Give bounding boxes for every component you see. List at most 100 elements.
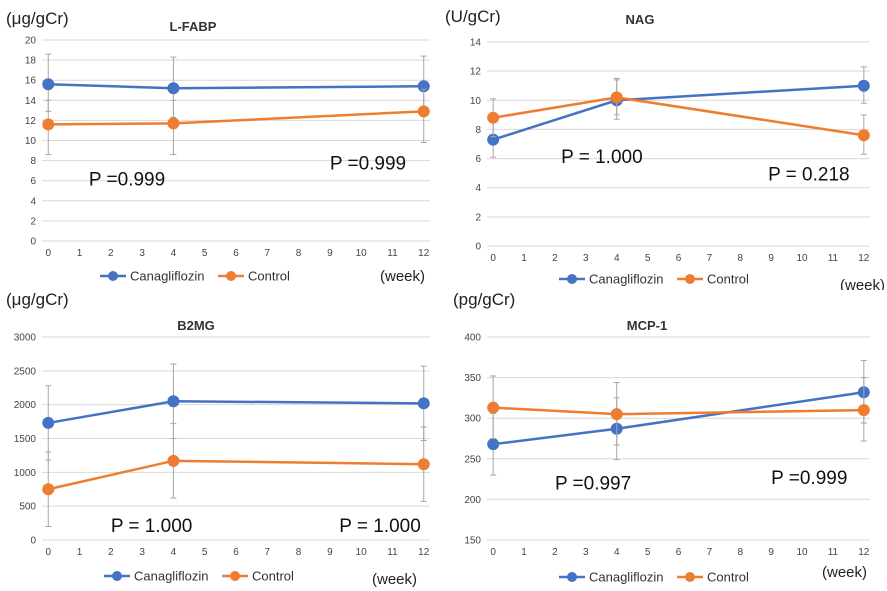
y-tick-label: 4 xyxy=(475,183,481,194)
x-tick-label: 0 xyxy=(490,253,496,264)
x-tick-label: 5 xyxy=(202,547,208,558)
x-axis-label: (week) xyxy=(372,571,417,588)
y-tick-label: 4 xyxy=(30,196,36,207)
data-point-canagliflozin xyxy=(417,397,430,410)
x-tick-label: 8 xyxy=(296,248,302,259)
x-tick-label: 11 xyxy=(828,547,839,558)
x-tick-label: 0 xyxy=(45,248,51,259)
x-tick-label: 5 xyxy=(645,547,651,558)
y-tick-label: 12 xyxy=(25,116,37,127)
y-tick-label: 300 xyxy=(464,414,481,425)
x-axis-label: (week) xyxy=(380,268,425,285)
y-tick-label: 250 xyxy=(464,454,481,465)
y-tick-label: 10 xyxy=(470,96,482,107)
y-tick-label: 0 xyxy=(30,536,36,547)
x-tick-label: 2 xyxy=(552,547,558,558)
y-tick-label: 0 xyxy=(30,237,36,248)
chart-title: L-FABP xyxy=(170,19,217,34)
x-tick-label: 12 xyxy=(418,248,430,259)
p-value-annotation: P =0.997 xyxy=(555,474,631,495)
y-tick-label: 350 xyxy=(464,373,481,384)
data-point-control xyxy=(417,105,430,118)
y-tick-label: 2500 xyxy=(14,366,37,377)
chart-panel-nag: 0 2 4 6 8 10 12 14 0 1 2 3 4 5 6 7 8 9 10 11 12 (U/gCr) NAG P =… xyxy=(445,0,887,296)
y-tick-label: 10 xyxy=(25,136,37,147)
legend-swatch-marker xyxy=(112,571,122,581)
data-point-control xyxy=(857,129,870,142)
legend-label: Canagliflozin xyxy=(589,570,663,585)
legend-label: Control xyxy=(707,272,749,287)
x-tick-label: 4 xyxy=(171,547,177,558)
y-tick-label: 1000 xyxy=(14,468,37,479)
chart-panel-b2mg: 0 500 1000 1500 2000 2500 3000 0 1 2 3 4 5 6 7 8 9 10 11 12… xyxy=(0,290,440,591)
x-axis-label: (week) xyxy=(840,277,885,294)
x-tick-label: 10 xyxy=(796,253,808,264)
x-tick-label: 3 xyxy=(583,547,589,558)
x-tick-label: 9 xyxy=(768,547,774,558)
y-axis-label: (U/gCr) xyxy=(445,7,501,26)
legend-label: Canagliflozin xyxy=(130,269,204,284)
data-point-canagliflozin xyxy=(487,438,500,451)
data-point-canagliflozin xyxy=(167,395,180,408)
data-point-control xyxy=(167,117,180,130)
x-tick-label: 1 xyxy=(77,547,83,558)
x-tick-label: 12 xyxy=(418,547,430,558)
x-tick-label: 4 xyxy=(614,547,620,558)
x-tick-label: 2 xyxy=(552,253,558,264)
y-tick-label: 14 xyxy=(25,96,37,107)
y-tick-label: 0 xyxy=(475,242,481,253)
x-tick-label: 4 xyxy=(171,248,177,259)
chart-panel-lfabp: 0 2 4 6 8 10 12 14 16 18 20 0 1 2 3 4 5 6 7 8 9 10 11 12 (μg/gCr… xyxy=(0,0,440,290)
y-axis-label: (pg/gCr) xyxy=(453,290,515,309)
data-point-control xyxy=(610,408,623,421)
y-tick-label: 1500 xyxy=(14,434,37,445)
y-tick-label: 500 xyxy=(19,502,36,513)
x-tick-label: 2 xyxy=(108,248,114,259)
x-tick-label: 3 xyxy=(583,253,589,264)
data-point-control xyxy=(167,454,180,467)
x-tick-label: 6 xyxy=(233,248,239,259)
y-tick-label: 12 xyxy=(470,67,482,78)
data-point-control xyxy=(417,458,430,471)
p-value-annotation: P = 1.000 xyxy=(339,516,421,537)
legend-swatch-marker xyxy=(230,571,240,581)
data-point-canagliflozin xyxy=(42,416,55,429)
legend-swatch-marker xyxy=(685,274,695,284)
y-axis-label: (μg/gCr) xyxy=(6,9,69,28)
series-line-control xyxy=(493,406,864,416)
x-tick-label: 6 xyxy=(676,253,682,264)
data-point-control xyxy=(42,483,55,496)
y-tick-label: 150 xyxy=(464,536,481,547)
x-tick-label: 1 xyxy=(521,253,527,264)
x-tick-label: 1 xyxy=(521,547,527,558)
x-tick-label: 11 xyxy=(387,248,398,259)
x-tick-label: 0 xyxy=(490,547,496,558)
x-tick-label: 7 xyxy=(707,547,713,558)
data-point-canagliflozin xyxy=(42,78,55,91)
y-tick-label: 20 xyxy=(25,36,37,47)
x-tick-label: 7 xyxy=(265,248,271,259)
x-tick-label: 12 xyxy=(858,253,870,264)
p-value-annotation: P = 1.000 xyxy=(111,516,193,537)
x-tick-label: 9 xyxy=(327,547,333,558)
y-tick-label: 18 xyxy=(25,56,37,67)
legend-swatch-marker xyxy=(685,572,695,582)
x-tick-label: 2 xyxy=(108,547,114,558)
y-tick-label: 6 xyxy=(30,176,36,187)
y-tick-label: 14 xyxy=(470,38,482,49)
y-tick-label: 8 xyxy=(475,125,481,136)
legend-label: Control xyxy=(252,569,294,584)
data-point-control xyxy=(42,118,55,131)
x-tick-label: 6 xyxy=(233,547,239,558)
x-tick-label: 6 xyxy=(676,547,682,558)
y-tick-label: 6 xyxy=(475,154,481,165)
data-point-canagliflozin xyxy=(857,79,870,92)
p-value-annotation: P =0.999 xyxy=(89,170,165,191)
data-point-control xyxy=(857,404,870,417)
y-tick-label: 2000 xyxy=(14,400,37,411)
y-tick-label: 16 xyxy=(25,76,37,87)
y-tick-label: 2 xyxy=(30,216,36,227)
